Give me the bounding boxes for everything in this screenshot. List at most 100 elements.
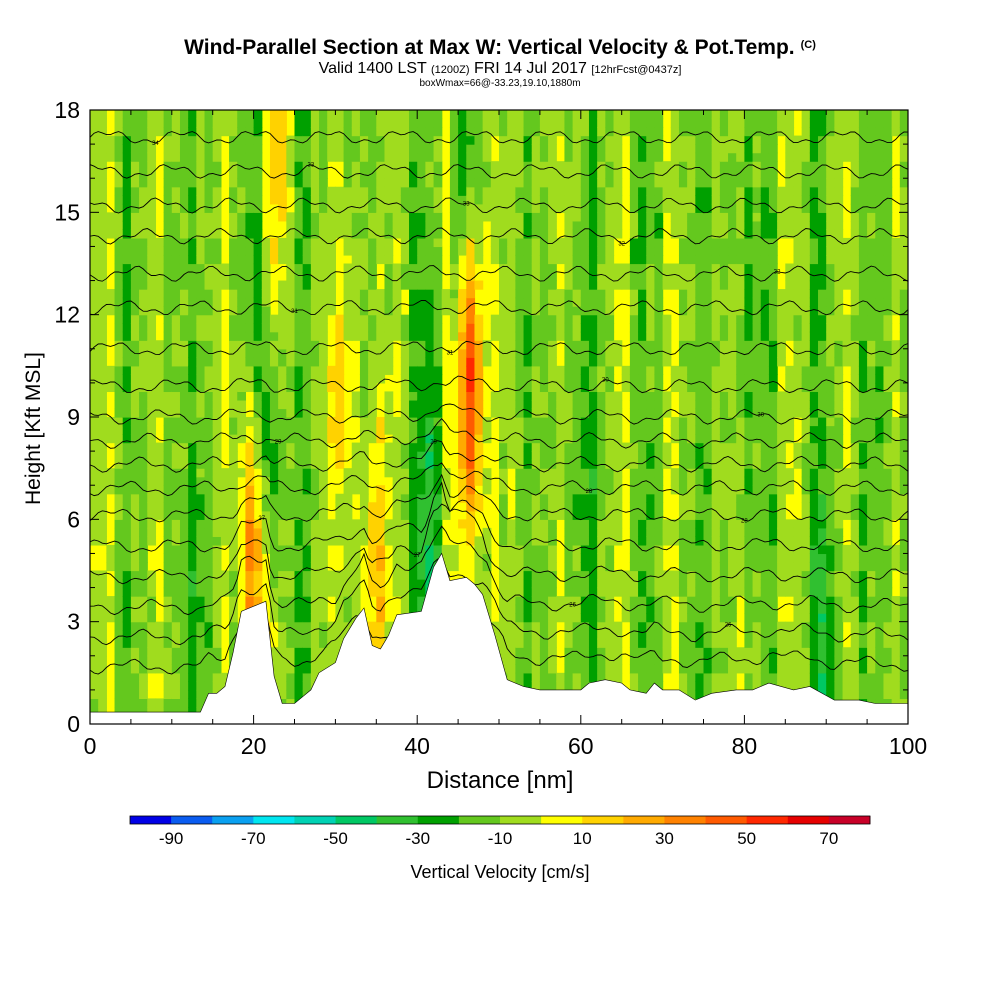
w-cell xyxy=(204,553,214,563)
w-cell xyxy=(703,306,713,316)
w-cell xyxy=(719,195,729,205)
w-cell xyxy=(188,681,197,691)
w-cell xyxy=(163,621,173,631)
w-cell xyxy=(106,144,116,154)
w-cell xyxy=(204,246,214,256)
w-cell xyxy=(327,647,336,657)
w-cell xyxy=(400,280,410,290)
w-cell xyxy=(703,425,713,435)
w-cell xyxy=(229,476,238,486)
w-cell xyxy=(122,357,132,367)
w-cell xyxy=(695,246,705,256)
w-cell xyxy=(474,169,484,179)
w-cell xyxy=(106,485,116,495)
w-cell xyxy=(343,152,353,162)
w-cell xyxy=(269,246,279,256)
w-cell xyxy=(130,186,140,196)
w-cell xyxy=(384,118,394,128)
w-cell xyxy=(507,434,516,444)
w-cell xyxy=(229,357,238,367)
w-cell xyxy=(638,229,647,239)
w-cell xyxy=(106,135,116,145)
w-cell xyxy=(531,485,541,495)
w-cell xyxy=(638,237,647,248)
w-cell xyxy=(670,417,680,427)
w-cell xyxy=(466,186,476,196)
w-cell xyxy=(597,169,606,179)
w-cell xyxy=(629,493,639,503)
w-cell xyxy=(171,127,181,137)
w-cell xyxy=(646,485,656,495)
w-cell xyxy=(662,314,672,324)
w-cell xyxy=(605,630,615,640)
w-cell xyxy=(310,118,320,128)
w-cell xyxy=(229,587,238,597)
w-cell xyxy=(114,604,124,614)
w-cell xyxy=(319,417,328,427)
w-cell xyxy=(327,579,336,589)
w-cell xyxy=(245,579,255,589)
w-cell xyxy=(588,152,598,162)
w-cell xyxy=(147,596,157,606)
w-cell xyxy=(736,536,745,546)
w-cell xyxy=(114,280,124,290)
w-cell xyxy=(253,246,263,256)
w-cell xyxy=(278,212,287,222)
w-cell xyxy=(711,630,721,640)
w-cell xyxy=(449,561,459,572)
w-cell xyxy=(204,374,214,384)
w-cell xyxy=(638,178,647,188)
w-cell xyxy=(319,613,328,623)
w-cell xyxy=(155,340,165,350)
w-cell xyxy=(229,382,238,393)
w-cell xyxy=(588,110,598,120)
w-cell xyxy=(319,638,328,648)
w-cell xyxy=(588,493,598,503)
w-cell xyxy=(310,510,320,520)
w-cell xyxy=(343,604,353,614)
w-cell xyxy=(130,220,140,230)
w-cell xyxy=(196,331,206,341)
w-cell xyxy=(580,638,590,648)
w-cell xyxy=(474,493,484,503)
w-cell xyxy=(188,289,197,299)
w-cell xyxy=(572,246,582,256)
w-cell xyxy=(196,579,206,589)
w-cell xyxy=(261,365,271,375)
w-cell xyxy=(139,417,148,427)
w-cell xyxy=(188,638,197,648)
w-cell xyxy=(351,246,361,256)
w-cell xyxy=(368,374,377,384)
w-cell xyxy=(294,127,304,137)
w-cell xyxy=(466,425,476,435)
w-cell xyxy=(130,306,140,316)
w-cell xyxy=(212,468,222,478)
w-cell xyxy=(580,152,590,162)
w-cell xyxy=(531,613,541,623)
w-cell xyxy=(638,263,647,273)
w-cell xyxy=(179,519,189,529)
w-cell xyxy=(678,561,688,572)
w-cell xyxy=(433,195,443,205)
w-cell xyxy=(728,169,737,179)
subtitle-valid: Valid 1400 LST xyxy=(318,60,427,77)
w-cell xyxy=(629,135,639,145)
w-cell xyxy=(728,203,737,213)
w-cell xyxy=(490,229,500,239)
w-cell xyxy=(319,306,328,316)
w-cell xyxy=(98,161,107,171)
w-cell xyxy=(294,476,304,486)
w-cell xyxy=(597,118,606,128)
w-cell xyxy=(425,417,435,427)
w-cell xyxy=(278,365,287,375)
w-cell xyxy=(196,169,206,179)
w-cell xyxy=(139,579,148,589)
w-cell xyxy=(163,544,173,555)
w-cell xyxy=(130,374,140,384)
w-cell xyxy=(294,664,304,674)
w-cell xyxy=(670,161,680,171)
w-cell xyxy=(130,289,140,299)
w-cell xyxy=(719,237,729,248)
w-cell xyxy=(523,681,533,691)
w-cell xyxy=(204,289,214,299)
